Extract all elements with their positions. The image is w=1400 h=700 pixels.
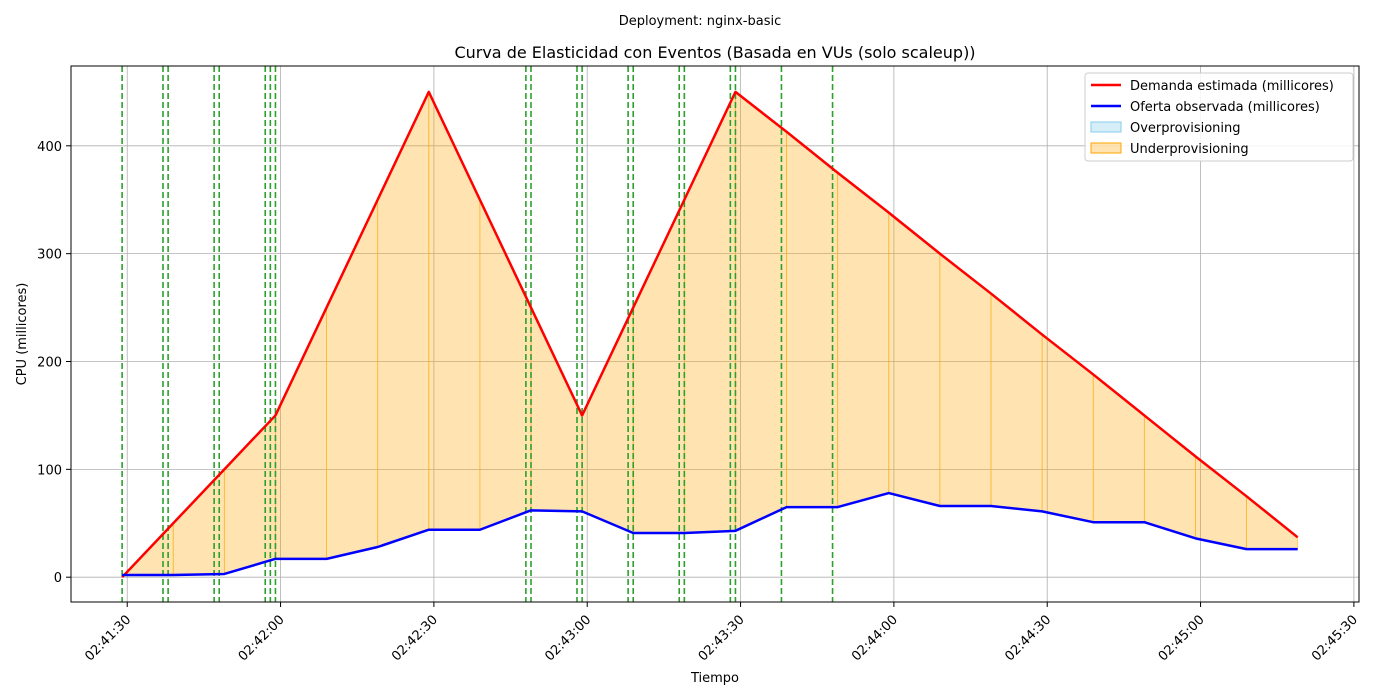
y-axis-label: CPU (millicores)	[15, 283, 30, 386]
legend-label-under: Underprovisioning	[1130, 142, 1249, 157]
chart-title: Curva de Elasticidad con Eventos (Basada…	[454, 43, 975, 62]
y-tick-label: 100	[37, 463, 62, 478]
plot-frame	[70, 65, 1360, 603]
legend: Demanda estimada (millicores) Oferta obs…	[1084, 72, 1354, 162]
x-tick-label: 02:44:00	[849, 612, 901, 664]
x-tick-label: 02:44:30	[1002, 612, 1054, 664]
y-tick-label: 400	[37, 140, 62, 155]
x-tick-label: 02:43:30	[696, 612, 748, 664]
area-fills	[121, 91, 1299, 579]
demand-line	[121, 90, 1299, 579]
underprovisioning-area	[1041, 333, 1094, 523]
underprovisioning-area	[172, 468, 225, 576]
x-axis-label: Tiempo	[690, 671, 739, 686]
legend-label-demand: Demanda estimada (millicores)	[1130, 79, 1334, 94]
underprovisioning-area	[735, 91, 787, 532]
underprovisioning-area	[990, 292, 1043, 512]
x-tick-label: 02:43:00	[542, 612, 594, 664]
series-lines	[121, 90, 1299, 579]
legend-box	[1084, 72, 1354, 162]
underprovisioning-area	[377, 91, 430, 548]
underprovisioning-area	[786, 130, 839, 508]
y-tick-label: 0	[54, 571, 62, 586]
y-tick-label: 200	[37, 356, 62, 371]
underprovisioning-area	[1246, 495, 1299, 550]
underprovisioning-area	[275, 307, 327, 560]
x-tick-label: 02:42:00	[236, 612, 288, 664]
x-tick-label: 02:45:00	[1156, 612, 1208, 664]
underprovisioning-area	[632, 199, 685, 534]
y-axis-ticks: 0 100 200 300 400	[37, 140, 71, 586]
x-tick-label: 02:41:30	[82, 612, 134, 664]
underprovisioning-area	[1195, 455, 1247, 550]
x-tick-label: 02:42:30	[389, 612, 441, 664]
underprovisioning-area	[428, 91, 481, 531]
x-tick-label: 02:45:30	[1309, 612, 1361, 664]
suptitle: Deployment: nginx-basic	[619, 14, 782, 29]
x-axis-ticks: 02:41:30 02:42:00 02:42:30 02:43:00 02:43:30…	[82, 602, 1361, 664]
underprovisioning-area	[479, 199, 532, 531]
underprovisioning-area	[683, 91, 736, 534]
underprovisioning-area	[837, 171, 890, 508]
legend-label-over: Overprovisioning	[1130, 121, 1241, 136]
underprovisioning-area	[1143, 414, 1196, 539]
legend-swatch-under	[1090, 142, 1122, 154]
underprovisioning-area	[223, 414, 276, 575]
underprovisioning-area	[1092, 373, 1145, 523]
legend-swatch-over	[1090, 121, 1122, 133]
underprovisioning-area	[939, 252, 992, 507]
underprovisioning-area	[581, 307, 634, 534]
supply-line	[122, 491, 1298, 577]
legend-label-supply: Oferta observada (millicores)	[1130, 100, 1320, 115]
underprovisioning-area	[530, 307, 583, 512]
underprovisioning-area	[888, 211, 941, 507]
y-tick-label: 300	[37, 248, 62, 263]
